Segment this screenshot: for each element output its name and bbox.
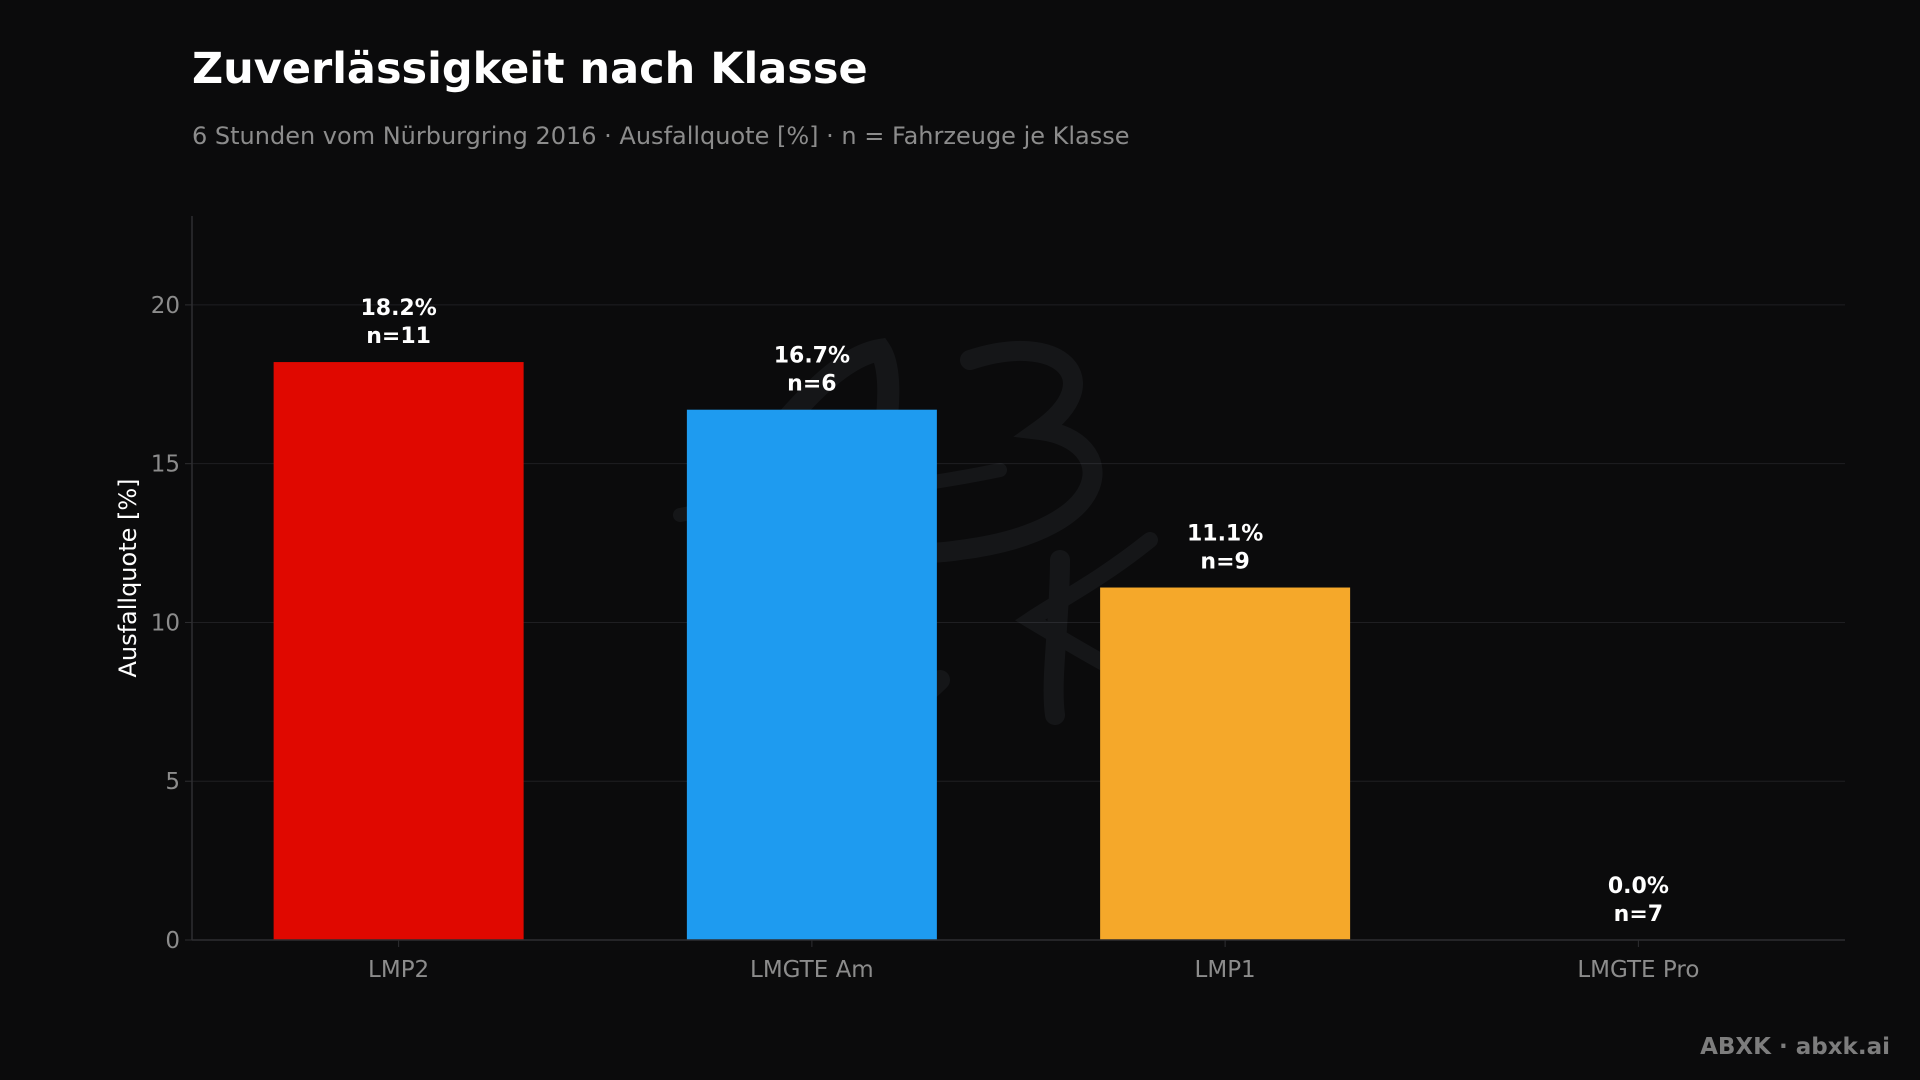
chart-title: Zuverlässigkeit nach Klasse <box>192 44 868 94</box>
chart-subtitle: 6 Stunden vom Nürburgring 2016 · Ausfall… <box>192 122 1130 150</box>
y-tick-label: 15 <box>151 452 180 478</box>
x-tick-label: LMGTE Pro <box>1577 957 1699 983</box>
x-tick-label: LMP1 <box>1195 957 1256 983</box>
y-tick-label: 0 <box>165 928 180 954</box>
count-label: n=6 <box>787 372 836 397</box>
value-label: 18.2% <box>360 296 436 321</box>
watermark-credit: ABXK · abxk.ai <box>1700 1034 1890 1060</box>
y-axis-title: Ausfallquote [%] <box>114 478 142 677</box>
count-label: n=7 <box>1614 902 1663 927</box>
bar-lmp1 <box>1100 587 1351 940</box>
count-label: n=9 <box>1200 550 1249 575</box>
y-tick-label: 5 <box>165 769 180 795</box>
value-label: 16.7% <box>774 344 850 369</box>
data-labels: 18.2% n=11 16.7% n=6 11.1% n=9 0.0% n=7 <box>360 296 1668 927</box>
y-tick-label: 10 <box>151 610 180 636</box>
x-tick-label: LMGTE Am <box>750 957 874 983</box>
bars <box>273 362 1351 940</box>
value-label: 11.1% <box>1187 522 1263 547</box>
y-tick-label: 20 <box>151 293 180 319</box>
bar-lmgte-am <box>686 409 937 940</box>
value-label: 0.0% <box>1608 874 1669 899</box>
count-label: n=11 <box>366 324 431 349</box>
x-tick-label: LMP2 <box>368 957 429 983</box>
axes: 0 5 10 15 20 LMP2 LMGTE Am LMP1 LMGTE Pro <box>151 216 1845 983</box>
bar-lmp2 <box>273 362 524 940</box>
